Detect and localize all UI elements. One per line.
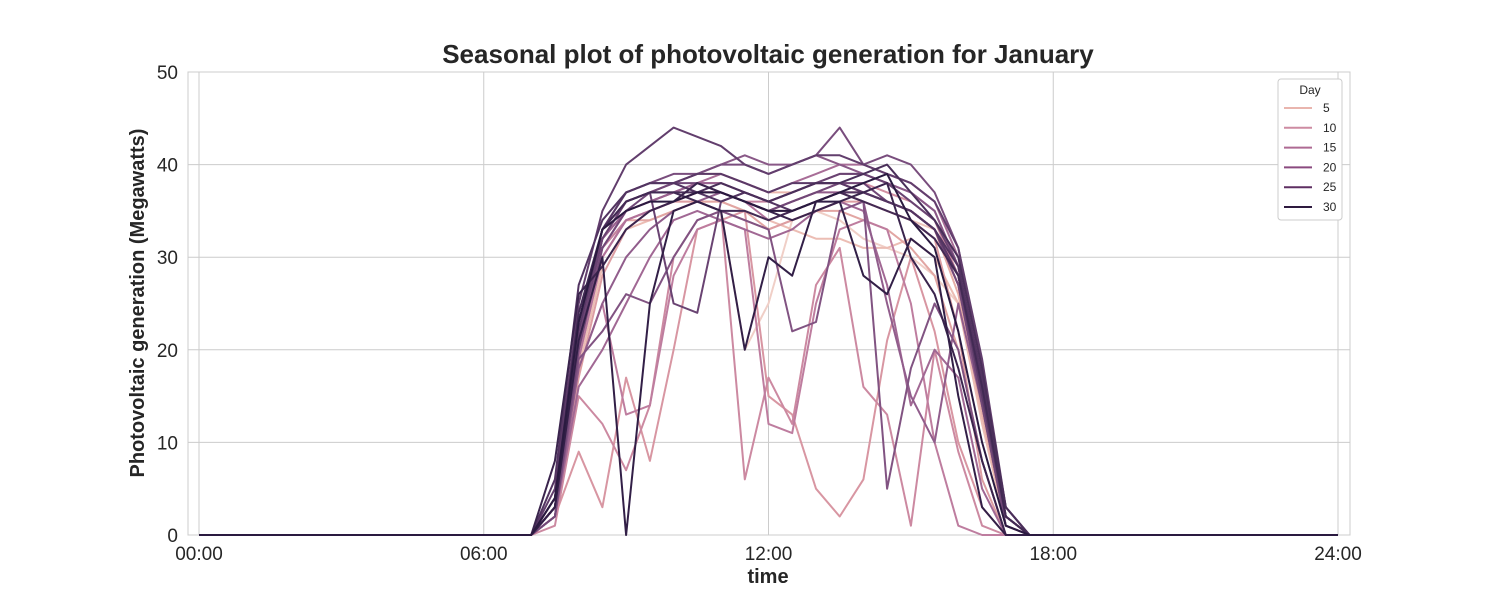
legend-label: 15	[1323, 141, 1337, 155]
x-tick-label: 18:00	[1029, 544, 1077, 565]
y-tick-label: 10	[157, 433, 178, 454]
legend-label: 5	[1323, 101, 1330, 115]
series-line-day-7	[199, 200, 1338, 536]
series-line-day-31	[199, 172, 1338, 536]
legend-label: 30	[1323, 200, 1337, 214]
chart-title: Seasonal plot of photovoltaic generation…	[442, 39, 1094, 69]
y-axis-ticks: 0 10 20 30 40 50	[157, 63, 178, 547]
x-tick-label: 12:00	[745, 544, 793, 565]
series-lines	[199, 126, 1338, 536]
x-tick-label: 24:00	[1314, 544, 1362, 565]
legend-label: 20	[1323, 160, 1337, 174]
series-line-day-16	[199, 200, 1338, 536]
series-line-day-20	[199, 200, 1338, 536]
y-tick-label: 20	[157, 341, 178, 362]
y-tick-label: 50	[157, 63, 178, 84]
series-line-day-26	[199, 182, 1338, 536]
legend: Day 5 10 15 20 25 30	[1277, 78, 1343, 221]
y-tick-label: 30	[157, 248, 178, 269]
x-tick-label: 06:00	[460, 544, 508, 565]
y-axis-label: Photovoltaic generation (Megawatts)	[127, 129, 149, 478]
legend-box	[1277, 78, 1343, 221]
legend-label: 25	[1323, 180, 1337, 194]
legend-label: 10	[1323, 121, 1337, 135]
series-line-day-30	[199, 200, 1338, 536]
legend-title: Day	[1299, 83, 1320, 97]
series-line-day-24	[199, 126, 1338, 536]
y-tick-label: 40	[157, 156, 178, 177]
x-axis-ticks: 00:00 06:00 12:00 18:00 24:00	[175, 544, 1362, 565]
series-line-day-8	[199, 209, 1338, 536]
y-tick-label: 0	[167, 526, 178, 547]
series-line-day-10	[199, 209, 1338, 536]
x-axis-label: time	[747, 566, 788, 588]
plot-area-frame	[187, 71, 1351, 536]
x-tick-label: 00:00	[175, 544, 223, 565]
